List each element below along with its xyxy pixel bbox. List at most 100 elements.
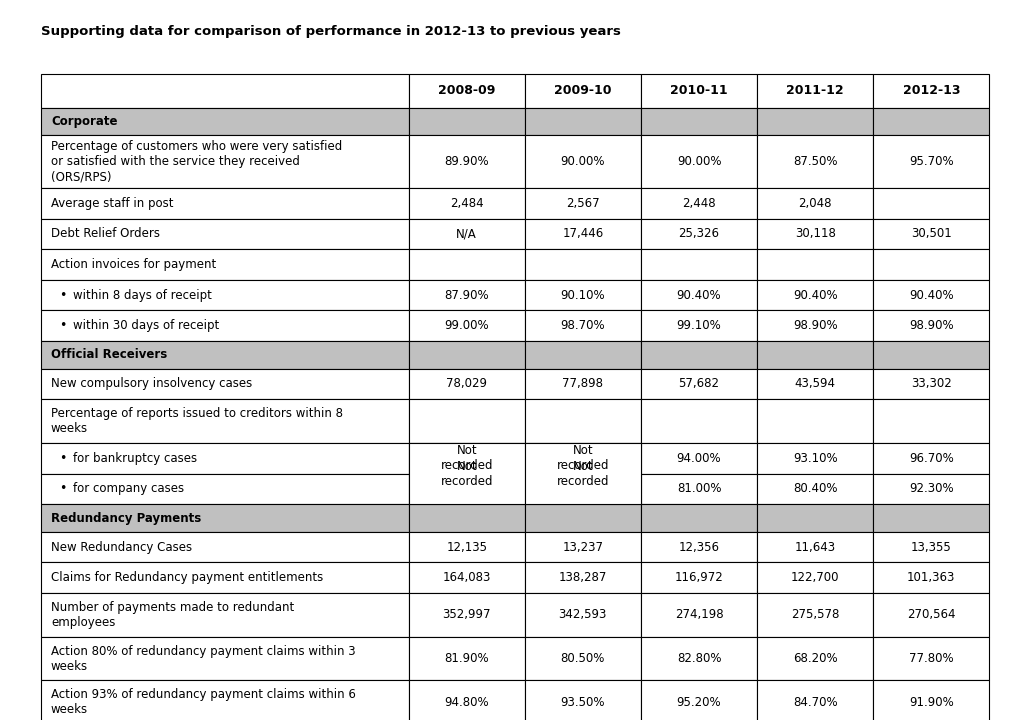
Bar [872, 219, 988, 249]
Text: 2010-11: 2010-11 [669, 84, 728, 97]
Text: 25,326: 25,326 [678, 228, 718, 240]
Text: 2,484: 2,484 [449, 197, 483, 210]
Text: 2008-09: 2008-09 [437, 84, 495, 97]
Text: Number of payments made to redundant
employees: Number of payments made to redundant emp… [51, 601, 293, 629]
Text: 30,118: 30,118 [794, 228, 835, 240]
Text: Not
recorded: Not recorded [556, 459, 608, 487]
Bar [524, 341, 640, 369]
Text: 80.50%: 80.50% [560, 652, 604, 665]
Text: 91.90%: 91.90% [908, 696, 953, 709]
Bar [409, 108, 524, 135]
Text: within 30 days of receipt: within 30 days of receipt [73, 319, 219, 332]
Text: 33,302: 33,302 [910, 377, 951, 390]
Bar [41, 310, 409, 341]
Text: 13,355: 13,355 [910, 541, 951, 554]
Text: 12,135: 12,135 [445, 541, 487, 554]
Text: Action invoices for payment: Action invoices for payment [51, 258, 216, 271]
Bar [640, 680, 756, 720]
Bar [409, 562, 524, 593]
Text: 2,567: 2,567 [566, 197, 599, 210]
Text: 77,898: 77,898 [561, 377, 603, 390]
Bar [756, 532, 872, 562]
Bar [872, 108, 988, 135]
Bar [756, 219, 872, 249]
Text: 90.40%: 90.40% [792, 289, 837, 302]
Bar [524, 680, 640, 720]
Text: 30,501: 30,501 [910, 228, 951, 240]
Text: Debt Relief Orders: Debt Relief Orders [51, 228, 160, 240]
Bar [41, 532, 409, 562]
Text: 11,643: 11,643 [794, 541, 835, 554]
Text: 95.20%: 95.20% [676, 696, 720, 709]
Bar [524, 399, 640, 443]
Text: 81.00%: 81.00% [676, 482, 720, 495]
Bar [41, 636, 409, 680]
Text: Not
recorded: Not recorded [556, 444, 608, 472]
Bar [756, 443, 872, 474]
Text: 2,448: 2,448 [682, 197, 715, 210]
Bar [524, 474, 640, 504]
Bar [640, 249, 756, 280]
Bar [524, 443, 640, 504]
Bar [41, 219, 409, 249]
Text: 138,287: 138,287 [558, 571, 606, 584]
Text: 84.70%: 84.70% [792, 696, 837, 709]
Text: Percentage of customers who were very satisfied
or satisfied with the service th: Percentage of customers who were very sa… [51, 140, 342, 183]
Bar [640, 443, 756, 474]
Text: 96.70%: 96.70% [908, 451, 953, 464]
Text: 274,198: 274,198 [674, 608, 722, 621]
Bar [872, 680, 988, 720]
Bar [409, 188, 524, 219]
Text: New compulsory insolvency cases: New compulsory insolvency cases [51, 377, 252, 390]
Bar [409, 474, 524, 504]
Bar [41, 249, 409, 280]
Text: 92.30%: 92.30% [908, 482, 953, 495]
Bar [756, 188, 872, 219]
Bar [756, 593, 872, 636]
Text: 80.40%: 80.40% [792, 482, 837, 495]
Bar [640, 593, 756, 636]
Text: 81.90%: 81.90% [444, 652, 488, 665]
Bar [409, 135, 524, 188]
Bar [640, 504, 756, 532]
Text: 90.00%: 90.00% [560, 156, 604, 168]
Bar [640, 280, 756, 310]
Bar [524, 593, 640, 636]
Bar [409, 532, 524, 562]
Bar [524, 310, 640, 341]
Bar [41, 680, 409, 720]
Text: 93.10%: 93.10% [792, 451, 837, 464]
Bar [872, 249, 988, 280]
Bar [524, 532, 640, 562]
Text: 43,594: 43,594 [794, 377, 835, 390]
Bar [409, 249, 524, 280]
Bar [409, 443, 524, 474]
Bar [640, 532, 756, 562]
Bar [409, 280, 524, 310]
Bar [640, 399, 756, 443]
Text: 90.40%: 90.40% [908, 289, 953, 302]
Text: 98.70%: 98.70% [560, 319, 604, 332]
Bar [756, 636, 872, 680]
Bar [409, 399, 524, 443]
Text: 90.40%: 90.40% [676, 289, 720, 302]
Text: N/A: N/A [455, 228, 477, 240]
Bar [872, 474, 988, 504]
Bar [872, 188, 988, 219]
Text: Supporting data for comparison of performance in 2012-13 to previous years: Supporting data for comparison of perfor… [41, 25, 621, 38]
Text: New Redundancy Cases: New Redundancy Cases [51, 541, 192, 554]
Text: for company cases: for company cases [73, 482, 184, 495]
Bar [756, 310, 872, 341]
Bar [524, 219, 640, 249]
Bar [524, 504, 640, 532]
Text: 275,578: 275,578 [790, 608, 839, 621]
Text: 270,564: 270,564 [906, 608, 955, 621]
Text: 2011-12: 2011-12 [786, 84, 843, 97]
Bar [872, 399, 988, 443]
Bar [872, 562, 988, 593]
Text: 90.00%: 90.00% [676, 156, 720, 168]
Text: 17,446: 17,446 [561, 228, 603, 240]
Bar [640, 188, 756, 219]
Text: Corporate: Corporate [51, 115, 117, 128]
Text: 99.00%: 99.00% [444, 319, 488, 332]
